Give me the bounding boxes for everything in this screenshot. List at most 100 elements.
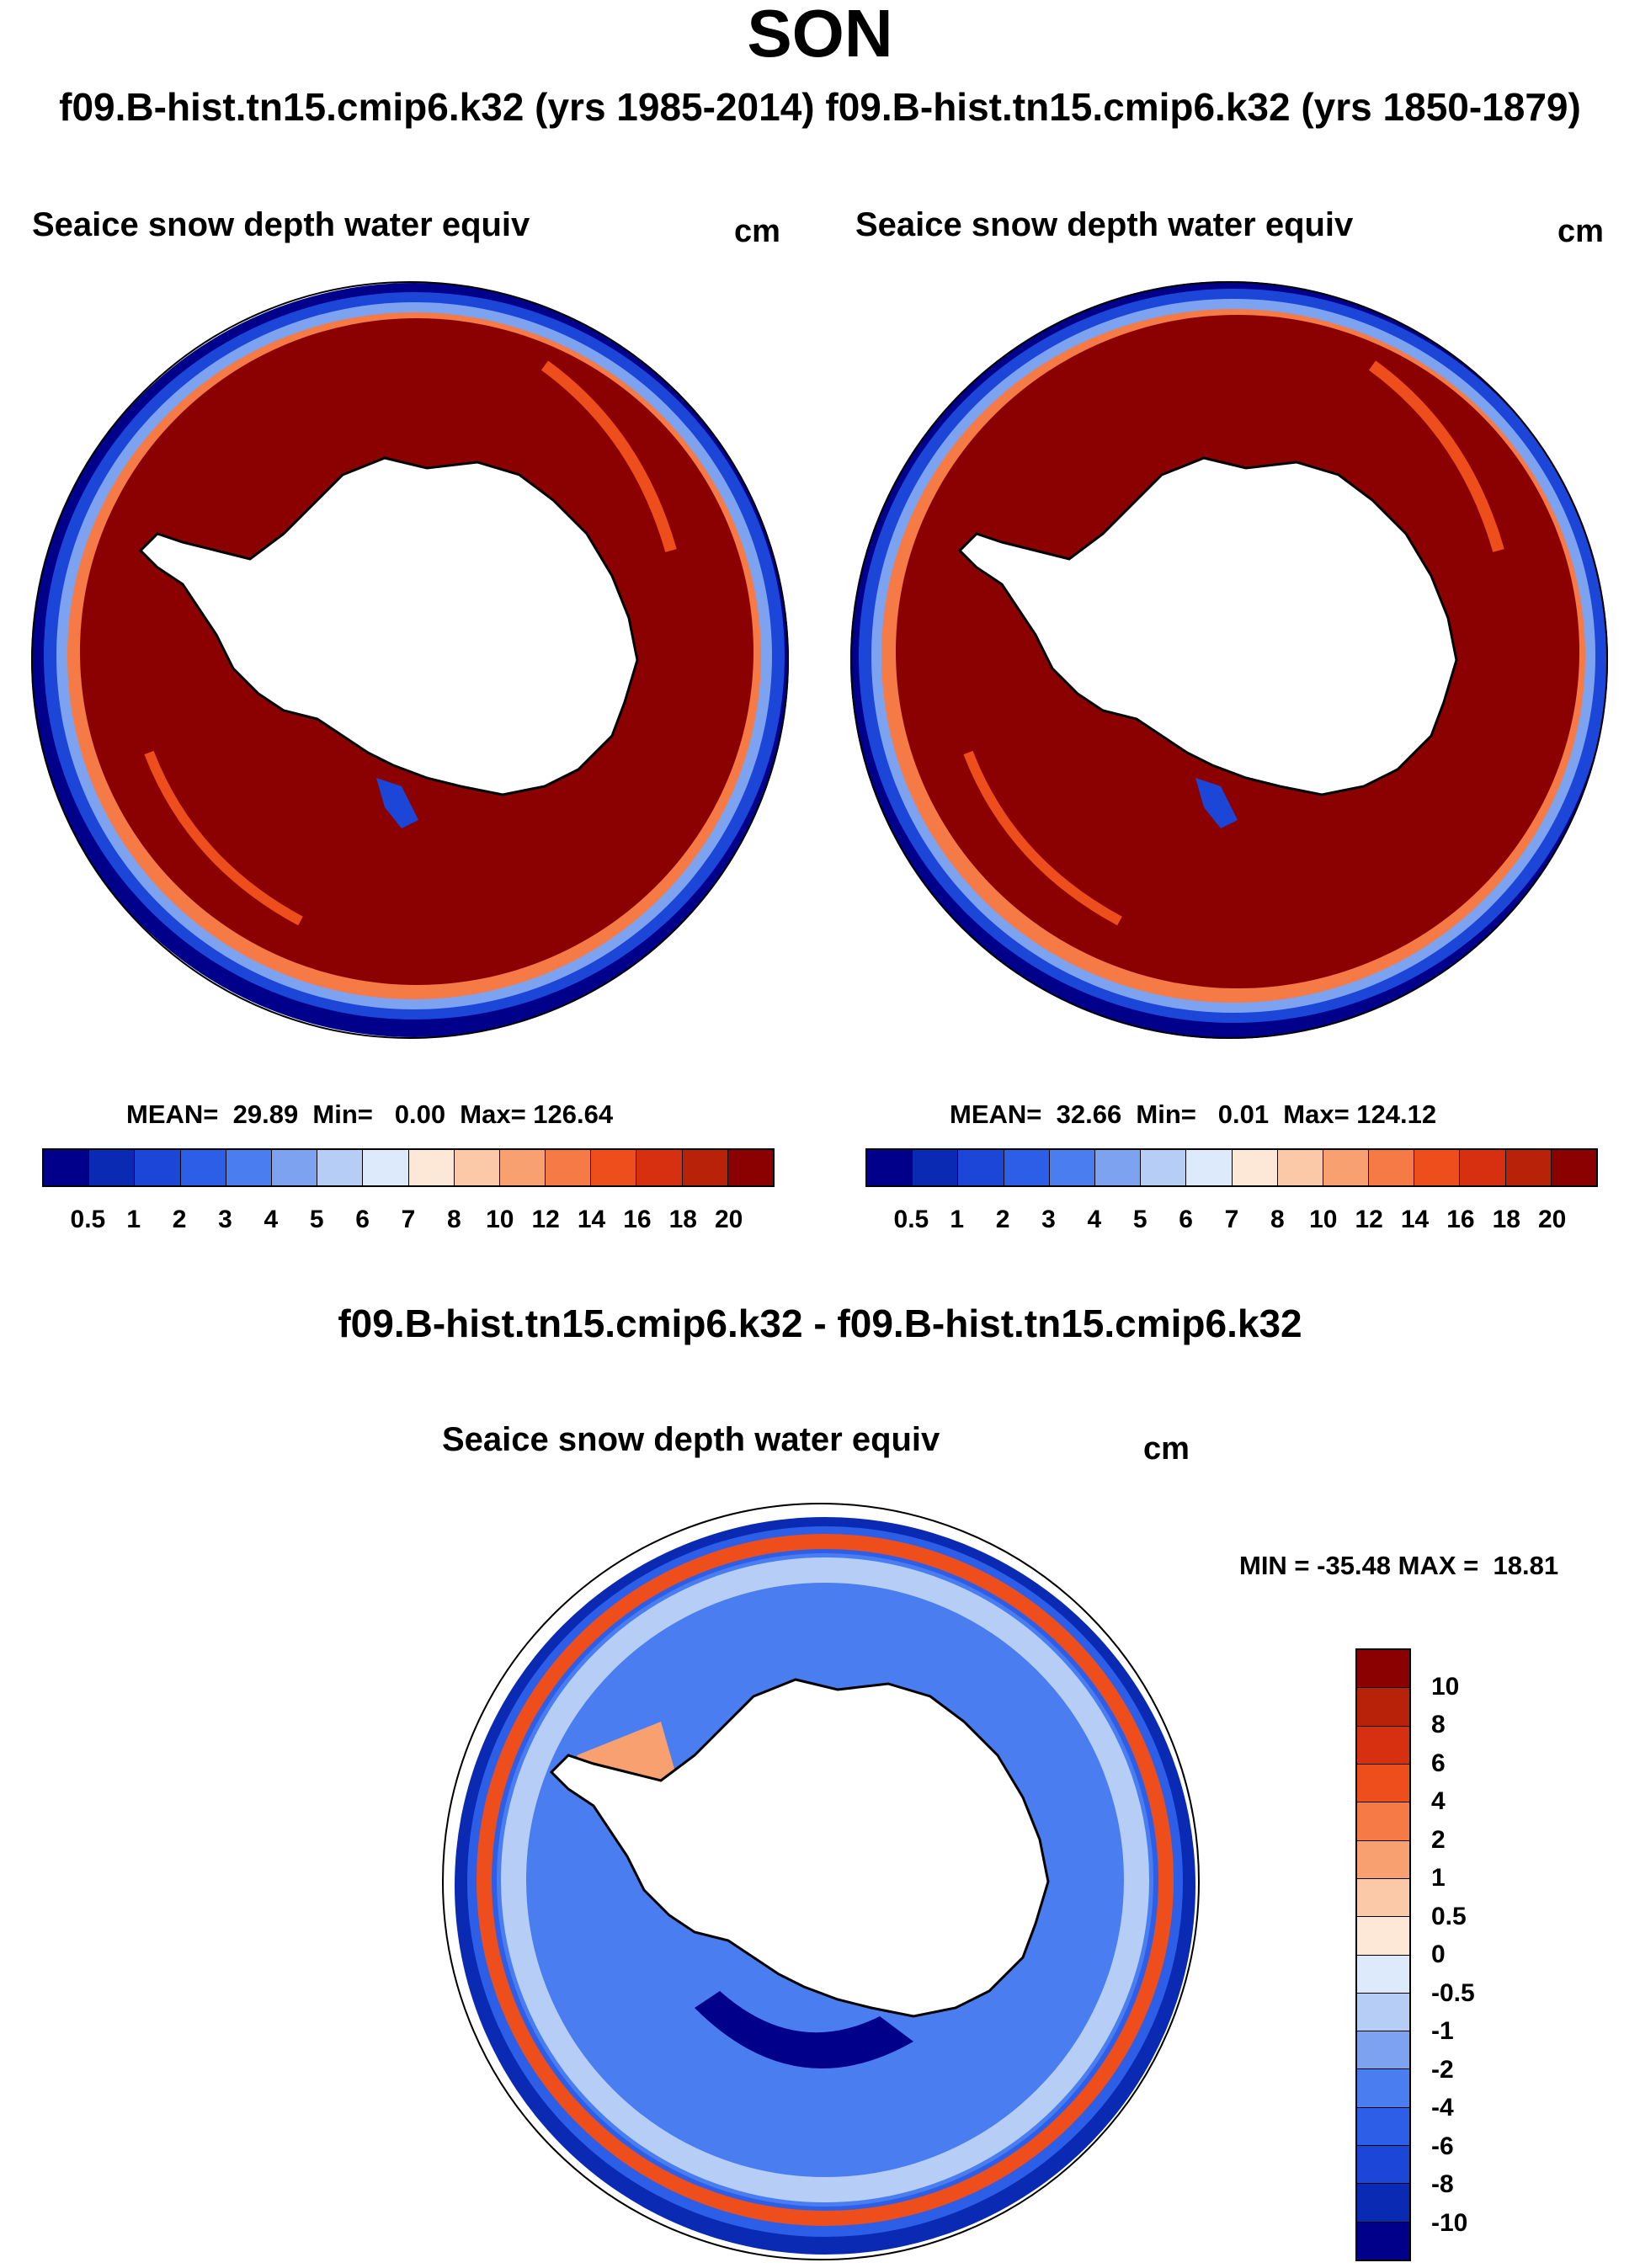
diff-colorbar-tick-label: -0.5 [1431, 1978, 1475, 2007]
diff-colorbar-swatch [1357, 1650, 1409, 1689]
panel-1-unit: cm [734, 214, 780, 249]
orange-streak [963, 750, 1122, 926]
diff-colorbar-swatch [1357, 2146, 1409, 2185]
panel-2-colorbar [865, 1148, 1598, 1187]
diff-colorbar-swatch [1357, 1993, 1409, 2032]
diff-colorbar-swatch [1357, 1878, 1409, 1918]
diff-colorbar-tick-label: 8 [1431, 1711, 1446, 1738]
panel-1-colorbar-swatch [44, 1150, 90, 1185]
panel-2-colorbar-tick-label: 4 [1087, 1206, 1102, 1233]
panel-2-field-title: Seaice snow depth water equiv [855, 206, 1354, 243]
panel-2-colorbar-tick-label: 8 [1270, 1206, 1285, 1233]
diff-field-title: Seaice snow depth water equiv [442, 1421, 940, 1458]
panel-1-colorbar-tick-label: 6 [355, 1206, 370, 1233]
diff-unit: cm [1143, 1431, 1190, 1467]
panel-2-colorbar-tick-label: 6 [1179, 1206, 1193, 1233]
diff-colorbar-tick-label: 1 [1431, 1864, 1446, 1892]
panel-1-colorbar-swatch [546, 1150, 592, 1185]
antarctica-landmass [957, 456, 1458, 796]
map-boundary [442, 1503, 1200, 2260]
panel-2-colorbar-swatch [1460, 1150, 1506, 1185]
panel-2-colorbar-tick-label: 0.5 [893, 1206, 929, 1233]
diff-stats: MIN = -35.48 MAX = 18.81 [1239, 1551, 1559, 1580]
diff-colorbar-tick-label: 2 [1431, 1825, 1446, 1854]
panel-1-colorbar-tick-label: 2 [172, 1206, 187, 1233]
panel-2-colorbar-tick-label: 5 [1132, 1206, 1147, 1233]
antarctica-landmass [138, 456, 639, 796]
diff-colorbar-swatch [1357, 2069, 1409, 2108]
diff-colorbar-tick-label: 4 [1431, 1787, 1446, 1815]
diff-colorbar-tick-label: 0.5 [1431, 1902, 1467, 1930]
panel-2-colorbar-swatch [958, 1150, 1004, 1185]
panel-1-colorbar-swatch [226, 1150, 272, 1185]
panel-2-colorbar-swatch [1414, 1150, 1461, 1185]
diff-colorbar-swatch [1357, 1688, 1409, 1727]
panel-2-colorbar-tick-label: 1 [950, 1206, 965, 1233]
diff-colorbar-tick-label: -8 [1431, 2170, 1454, 2198]
diff-colorbar-tick-label: -10 [1431, 2208, 1468, 2237]
diff-colorbar-labels: 10 8 6 4 2 1 0.5 0 -0.5 -1 -2 -4 -6 -8 -10 [1431, 1648, 1532, 2261]
panel-1-colorbar-swatch [499, 1150, 546, 1185]
panel-1-colorbar-tick-label: 8 [447, 1206, 461, 1233]
diff-colorbar-tick-label: 10 [1431, 1672, 1460, 1701]
panel-2-colorbar-swatch [1141, 1150, 1187, 1185]
diff-dark-blue-gyre [695, 1991, 913, 2068]
panel-1-colorbar-tick-label: 16 [623, 1206, 652, 1233]
panel-2-colorbar-tick-label: 3 [1041, 1206, 1056, 1233]
panel-1-colorbar-tick-label: 1 [126, 1206, 141, 1233]
panel-1-colorbar-tick-label: 4 [264, 1206, 279, 1233]
diff-colorbar-tick-label: 0 [1431, 1941, 1446, 1968]
orange-streak [1368, 360, 1504, 552]
map-boundary [31, 281, 789, 1039]
panel-1-colorbar-tick-label: 14 [577, 1206, 606, 1233]
panel-1-colorbar-tick-label: 18 [668, 1206, 697, 1233]
diff-colorbar-swatch [1357, 2222, 1409, 2260]
panel-1-stats: MEAN= 29.89 Min= 0.00 Max= 126.64 [126, 1099, 614, 1129]
panel-2-colorbar-swatch [1004, 1150, 1050, 1185]
panel-1-colorbar-swatch [591, 1150, 637, 1185]
cases-title: f09.B-hist.tn15.cmip6.k32 (yrs 1985-2014… [59, 85, 1581, 129]
diff-colorbar-swatch [1357, 1764, 1409, 1803]
panel-1-colorbar-tick-label: 10 [486, 1206, 514, 1233]
orange-streak [144, 750, 303, 926]
panel-1-colorbar-swatch [727, 1150, 773, 1185]
diff-colorbar-tick-label: -4 [1431, 2094, 1454, 2122]
panel-2-colorbar-swatch [913, 1150, 959, 1185]
panel-1-colorbar-labels: 0.5 1 2 3 4 5 6 7 8 10 12 14 16 18 20 [42, 1206, 775, 1239]
panel-2-colorbar-swatch [1323, 1150, 1370, 1185]
panel-2-colorbar-swatch [1277, 1150, 1323, 1185]
antarctica-landmass [549, 1678, 1050, 2018]
diff-light-ring [501, 1557, 1149, 2202]
panel-1-colorbar-swatch [454, 1150, 500, 1185]
map-boundary [850, 281, 1608, 1039]
ross-sea-blue [376, 778, 418, 828]
diff-colorbar-tick-label: -6 [1431, 2132, 1454, 2160]
panel-2-colorbar-swatch [1186, 1150, 1233, 1185]
panel-2-colorbar-labels: 0.5 1 2 3 4 5 6 7 8 10 12 14 16 18 20 [865, 1206, 1598, 1239]
panel-2-colorbar-swatch [1094, 1150, 1142, 1185]
panel-1-colorbar-swatch [317, 1150, 364, 1185]
panel-1-map [31, 281, 789, 1039]
panel-2-colorbar-swatch [1551, 1150, 1596, 1185]
panel-2-colorbar-swatch [1049, 1150, 1095, 1185]
panel-1-colorbar-tick-label: 20 [714, 1206, 743, 1233]
panel-2-map [850, 281, 1608, 1039]
panel-2-colorbar-tick-label: 18 [1492, 1206, 1520, 1233]
panel-2-colorbar-tick-label: 10 [1309, 1206, 1338, 1233]
diff-colorbar-swatch [1357, 2184, 1409, 2223]
panel-2-colorbar-swatch [1232, 1150, 1278, 1185]
diff-colorbar-swatch [1357, 2031, 1409, 2070]
panel-2-colorbar-tick-label: 12 [1355, 1206, 1383, 1233]
panel-1-field-title: Seaice snow depth water equiv [32, 206, 530, 243]
diff-red-ring [477, 1534, 1174, 2226]
panel-2-colorbar-swatch [1369, 1150, 1415, 1185]
diff-colorbar-swatch [1357, 1802, 1409, 1841]
diff-colorbar-tick-label: -2 [1431, 2055, 1454, 2084]
diff-colorbar-tick-label: -1 [1431, 2017, 1454, 2045]
panel-2-colorbar-tick-label: 16 [1446, 1206, 1475, 1233]
panel-1-colorbar-tick-label: 12 [531, 1206, 560, 1233]
panel-1-colorbar-swatch [408, 1150, 455, 1185]
diff-colorbar [1355, 1648, 1411, 2261]
panel-1-colorbar-tick-label: 0.5 [70, 1206, 106, 1233]
diff-colorbar-swatch [1357, 1955, 1409, 1994]
